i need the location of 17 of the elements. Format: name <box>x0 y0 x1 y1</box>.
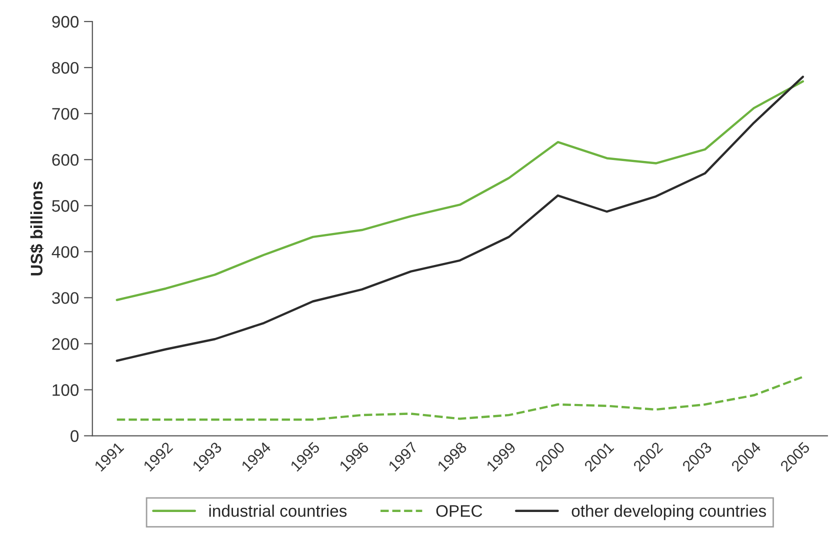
line-series <box>116 76 804 362</box>
legend-label: other developing countries <box>572 504 766 520</box>
y-tick-label: 300 <box>52 292 79 304</box>
y-tick-label: 700 <box>52 108 79 120</box>
y-axis-title: US$ billions <box>30 182 44 276</box>
y-tick-label: 100 <box>52 384 79 396</box>
y-tick-label: 500 <box>52 200 79 212</box>
y-tick-label: 200 <box>52 338 79 350</box>
legend-label: industrial countries <box>209 504 347 517</box>
line-series <box>116 80 804 302</box>
y-tick-label: 800 <box>52 62 79 74</box>
y-tick-label: 900 <box>52 16 79 28</box>
line-series <box>116 376 804 421</box>
y-tick-label: 0 <box>70 430 79 442</box>
legend-label: OPEC <box>436 505 482 517</box>
y-tick-label: 400 <box>52 246 79 258</box>
y-tick-label: 600 <box>52 154 79 166</box>
